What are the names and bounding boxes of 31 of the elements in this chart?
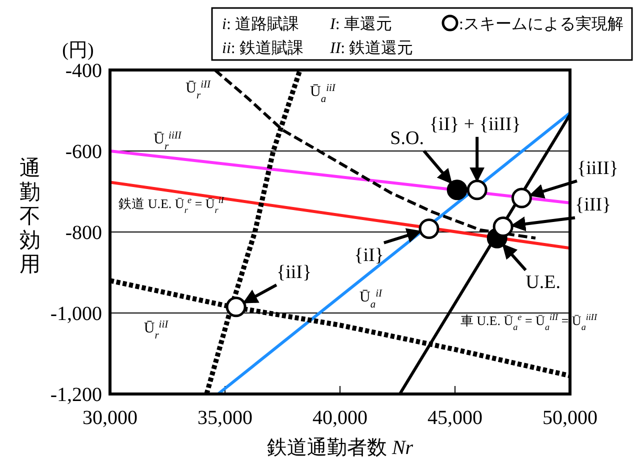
x-axis-title: 鉄道通勤者数 Nr [266, 437, 414, 459]
annotation: {iI} + {iiII} [429, 114, 521, 135]
x-tick-label: 45,000 [428, 407, 482, 429]
annotation: {iII} [574, 194, 612, 216]
text: i: 道路賦課 [222, 15, 299, 33]
x-tick-label: 40,000 [312, 407, 368, 429]
x-tick-label: 30,000 [82, 407, 138, 429]
annotation: U.E. [526, 272, 561, 294]
annotation: S.O. [390, 128, 424, 149]
point [446, 180, 468, 200]
y-axis-title: 通勤不効用 [20, 156, 40, 276]
y-tick-label: -1,200 [50, 384, 102, 406]
x-tick-label: 35,000 [198, 407, 252, 429]
point [466, 180, 488, 200]
point [226, 296, 246, 318]
y-tick-label: -400 [65, 60, 102, 82]
text: I: 車還元 [329, 15, 392, 33]
text: (円) [62, 40, 94, 61]
text: ii: 鉄道賦課 [222, 39, 304, 57]
annotation: {iiII} [576, 158, 618, 179]
point [511, 188, 532, 208]
y-tick-label: -800 [65, 222, 102, 244]
point [418, 218, 440, 240]
annotation: {iiI} [276, 262, 312, 283]
text: II: 鉄道還元 [329, 40, 414, 57]
annotation: {iI} [354, 244, 384, 266]
legend-label: :スキームによる実現解 [459, 15, 624, 33]
point [492, 216, 514, 237]
y-tick-label: -600 [65, 141, 102, 163]
x-tick-label: 50,000 [542, 407, 598, 429]
y-tick-label: -1,000 [50, 303, 102, 325]
